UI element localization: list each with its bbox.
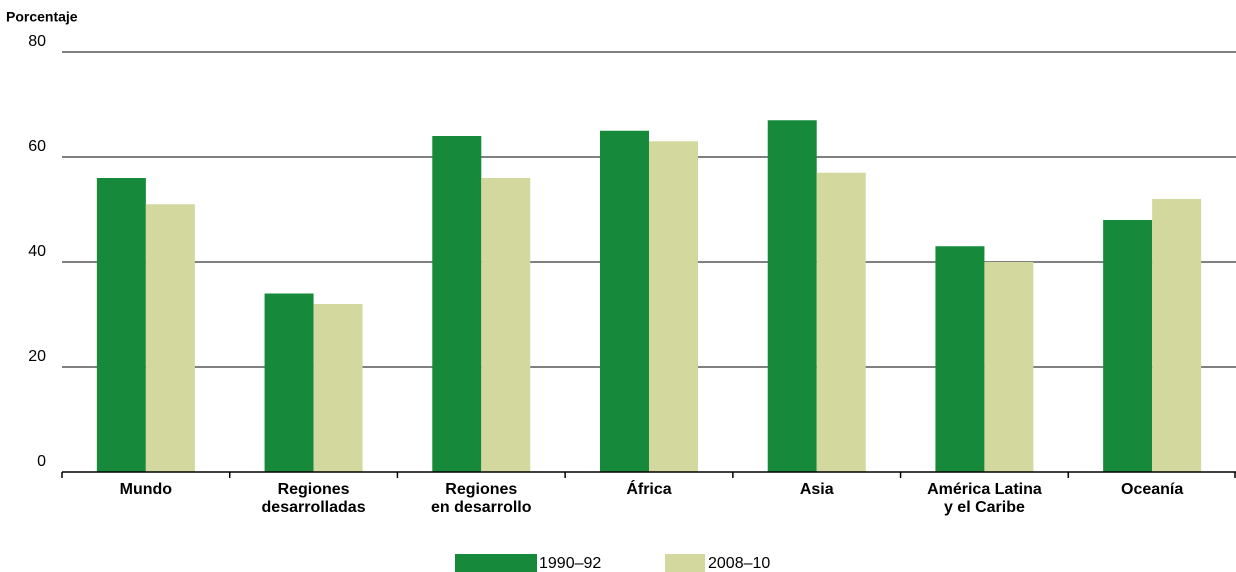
y-axis-label: Porcentaje (6, 9, 78, 25)
legend-label: 1990–92 (539, 555, 601, 572)
x-tick-label: Mundo (120, 481, 173, 498)
bar (649, 141, 698, 472)
bar (145, 204, 195, 472)
x-tick-label: Regiones desarrolladas (262, 481, 366, 516)
legend-swatch (665, 554, 705, 572)
bar (600, 130, 649, 472)
bar (313, 304, 363, 472)
y-tick-label: 40 (28, 243, 46, 260)
y-tick-label: 80 (28, 33, 46, 50)
x-tick-label: Oceanía (1121, 481, 1183, 498)
y-tick-label: 20 (28, 348, 46, 365)
legend-swatch (455, 554, 537, 572)
bar (1103, 220, 1153, 472)
bar (1152, 199, 1202, 472)
x-tick-label: Asia (800, 481, 834, 498)
bar (96, 178, 146, 472)
bar (264, 293, 314, 472)
x-tick-label: Regiones en desarrollo (431, 481, 532, 516)
y-tick-label: 60 (28, 138, 46, 155)
bar (767, 120, 817, 472)
bar (432, 136, 482, 472)
legend-label: 2008–10 (708, 555, 770, 572)
bar (816, 172, 866, 472)
y-tick-label: 0 (37, 453, 46, 470)
x-tick-label: América Latina y el Caribe (927, 481, 1042, 516)
bar (481, 178, 531, 472)
bar (935, 246, 985, 472)
bar (984, 262, 1034, 472)
x-tick-label: África (626, 479, 671, 498)
